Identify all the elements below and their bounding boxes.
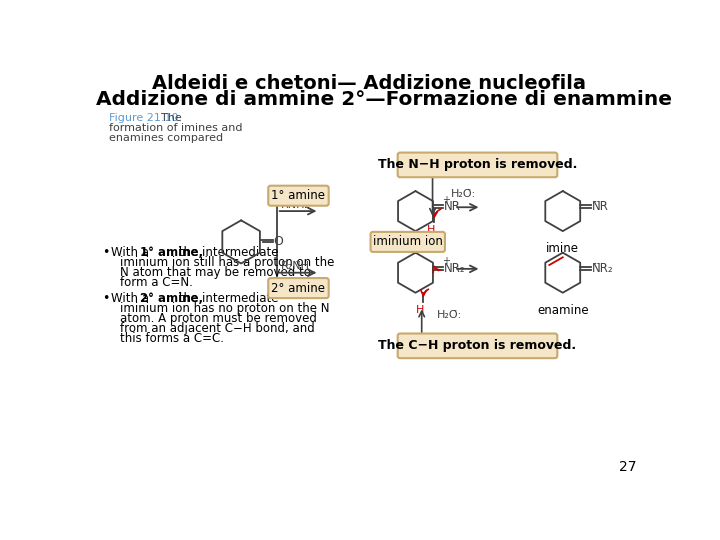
Text: O: O — [274, 234, 284, 248]
Text: imine: imine — [546, 242, 580, 255]
FancyBboxPatch shape — [269, 186, 329, 206]
Text: N atom that may be removed to: N atom that may be removed to — [120, 266, 311, 279]
FancyBboxPatch shape — [269, 278, 329, 298]
Text: iminium ion still has a proton on the: iminium ion still has a proton on the — [120, 256, 335, 269]
Text: 2° amine: 2° amine — [271, 281, 325, 295]
Text: Aldeidi e chetoni— Addizione nucleofila: Aldeidi e chetoni— Addizione nucleofila — [152, 74, 586, 93]
Text: atom. A proton must be removed: atom. A proton must be removed — [120, 312, 317, 325]
Text: +: + — [442, 256, 450, 266]
Text: With a: With a — [111, 292, 153, 305]
Text: NR: NR — [444, 200, 461, 213]
Text: 1° amine,: 1° amine, — [140, 246, 203, 259]
Text: •: • — [102, 246, 109, 259]
Text: the intermediate: the intermediate — [175, 292, 279, 305]
Text: Figure 21.10: Figure 21.10 — [109, 112, 179, 123]
Text: NR₂: NR₂ — [444, 261, 466, 274]
Text: iminium ion has no proton on the N: iminium ion has no proton on the N — [120, 302, 330, 315]
Text: 2° amine,: 2° amine, — [140, 292, 203, 305]
Text: 1° amine: 1° amine — [271, 189, 325, 202]
Text: H₂Ö:: H₂Ö: — [451, 189, 476, 199]
Text: H: H — [427, 225, 435, 235]
Text: formation of imines and: formation of imines and — [109, 123, 243, 133]
Text: The N−H proton is removed.: The N−H proton is removed. — [378, 158, 577, 171]
Text: The C−H proton is removed.: The C−H proton is removed. — [379, 339, 577, 353]
Text: With a: With a — [111, 246, 153, 259]
Text: form a C=N.: form a C=N. — [120, 276, 193, 289]
Text: 27: 27 — [619, 461, 636, 475]
Text: iminium ion: iminium ion — [373, 235, 443, 248]
Text: RN̈H₂: RN̈H₂ — [281, 200, 310, 210]
FancyBboxPatch shape — [397, 153, 557, 177]
Text: •: • — [102, 292, 109, 305]
Text: +: + — [442, 194, 450, 205]
Text: enamines compared: enamines compared — [109, 132, 223, 143]
Text: N̈R: N̈R — [591, 200, 608, 213]
Text: the intermediate: the intermediate — [175, 246, 279, 259]
FancyBboxPatch shape — [371, 232, 445, 252]
Text: this forms a C=C.: this forms a C=C. — [120, 332, 224, 345]
Text: N̈R₂: N̈R₂ — [591, 261, 613, 274]
Text: enamine: enamine — [537, 303, 588, 316]
Text: R₂N̈H: R₂N̈H — [281, 261, 310, 271]
Text: The: The — [153, 112, 181, 123]
FancyBboxPatch shape — [397, 334, 557, 358]
Text: from an adjacent C−H bond, and: from an adjacent C−H bond, and — [120, 322, 315, 335]
Text: Addizione di ammine 2°—Formazione di enammine: Addizione di ammine 2°—Formazione di ena… — [96, 90, 672, 109]
Text: H₂Ö:: H₂Ö: — [437, 310, 462, 320]
Text: H: H — [416, 305, 424, 315]
